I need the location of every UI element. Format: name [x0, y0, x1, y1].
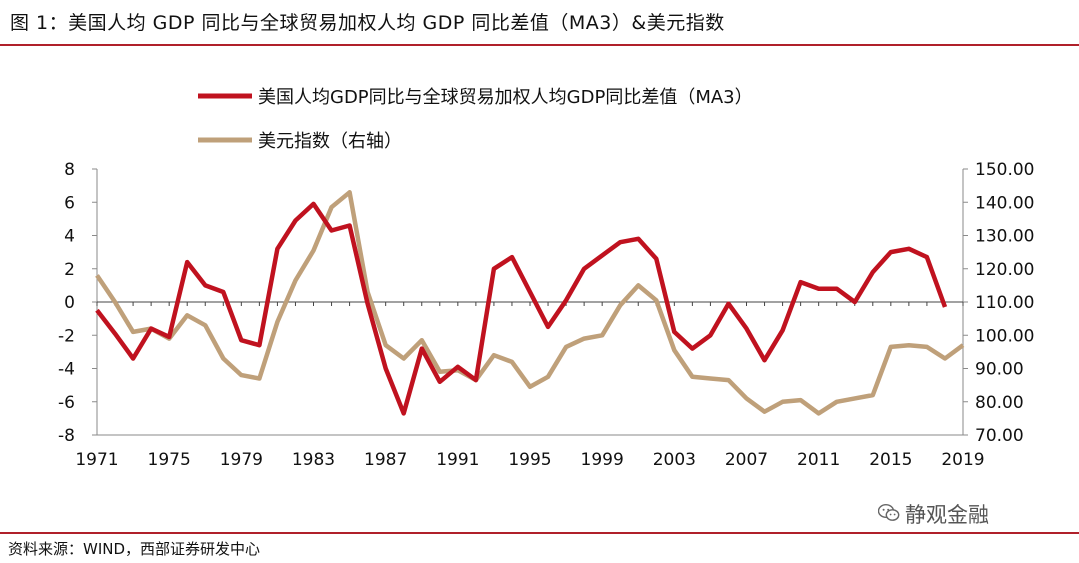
right-axis-tick-label: 90.00	[975, 360, 1024, 380]
right-axis-tick-label: 130.00	[975, 227, 1034, 247]
left-axis-tick-label: -6	[58, 393, 75, 413]
legend-label: 美国人均GDP同比与全球贸易加权人均GDP同比差值（MA3）	[258, 87, 753, 108]
x-axis-tick-label: 2011	[797, 450, 840, 470]
right-axis-tick-label: 120.00	[975, 260, 1034, 280]
left-axis-tick-label: -8	[58, 426, 75, 446]
right-axis-tick-label: 80.00	[975, 393, 1024, 413]
left-axis-tick-label: 6	[64, 193, 75, 213]
x-axis-tick-label: 2003	[653, 450, 696, 470]
left-axis-tick-label: 8	[64, 160, 75, 180]
left-axis-tick-label: 2	[64, 260, 75, 280]
legend-label: 美元指数（右轴）	[258, 131, 402, 152]
x-axis-tick-label: 1971	[75, 450, 118, 470]
x-axis-tick-label: 2019	[941, 450, 984, 470]
x-axis-tick-label: 1975	[148, 450, 191, 470]
right-axis-tick-label: 70.00	[975, 426, 1024, 446]
legend: 美国人均GDP同比与全球贸易加权人均GDP同比差值（MA3） 美元指数（右轴）	[198, 87, 753, 152]
x-axis-tick-label: 1995	[508, 450, 551, 470]
right-axis-tick-label: 110.00	[975, 293, 1034, 313]
left-axis-tick-label: 4	[64, 227, 75, 247]
watermark-text: 静观金融	[905, 503, 989, 527]
x-axis-tick-label: 1999	[581, 450, 624, 470]
left-axis-tick-label: -2	[58, 326, 75, 346]
source-rule	[0, 532, 1079, 534]
wechat-icon	[878, 504, 900, 521]
figure-title: 图 1：美国人均 GDP 同比与全球贸易加权人均 GDP 同比差值（MA3）&美…	[10, 12, 725, 34]
x-axis-tick-label: 1979	[220, 450, 263, 470]
left-axis-tick-label: -4	[58, 360, 75, 380]
x-axis-tick-label: 1991	[436, 450, 479, 470]
x-axis-tick-label: 2015	[869, 450, 912, 470]
x-axis-tick-label: 1983	[292, 450, 335, 470]
series-layer	[95, 190, 965, 416]
series-line-dollar-index	[95, 190, 965, 416]
right-axis-tick-label: 140.00	[975, 193, 1034, 213]
left-axis-tick-label: 0	[64, 293, 75, 313]
chart: 美国人均GDP同比与全球贸易加权人均GDP同比差值（MA3） 美元指数（右轴） 8…	[58, 87, 1034, 470]
source-note: 资料来源：WIND，西部证券研发中心	[8, 540, 261, 558]
right-axis-tick-label: 100.00	[975, 326, 1034, 346]
series-line-gdp-diff	[95, 201, 948, 416]
x-axis-tick-label: 1987	[364, 450, 407, 470]
title-rule	[0, 44, 1079, 46]
axes: 8 6 4 2 0 -2 -4 -6 -8 150.00 140.00 130.00 120.00 110…	[58, 160, 1034, 470]
x-axis-tick-label: 2007	[725, 450, 768, 470]
right-axis-tick-label: 150.00	[975, 160, 1034, 180]
